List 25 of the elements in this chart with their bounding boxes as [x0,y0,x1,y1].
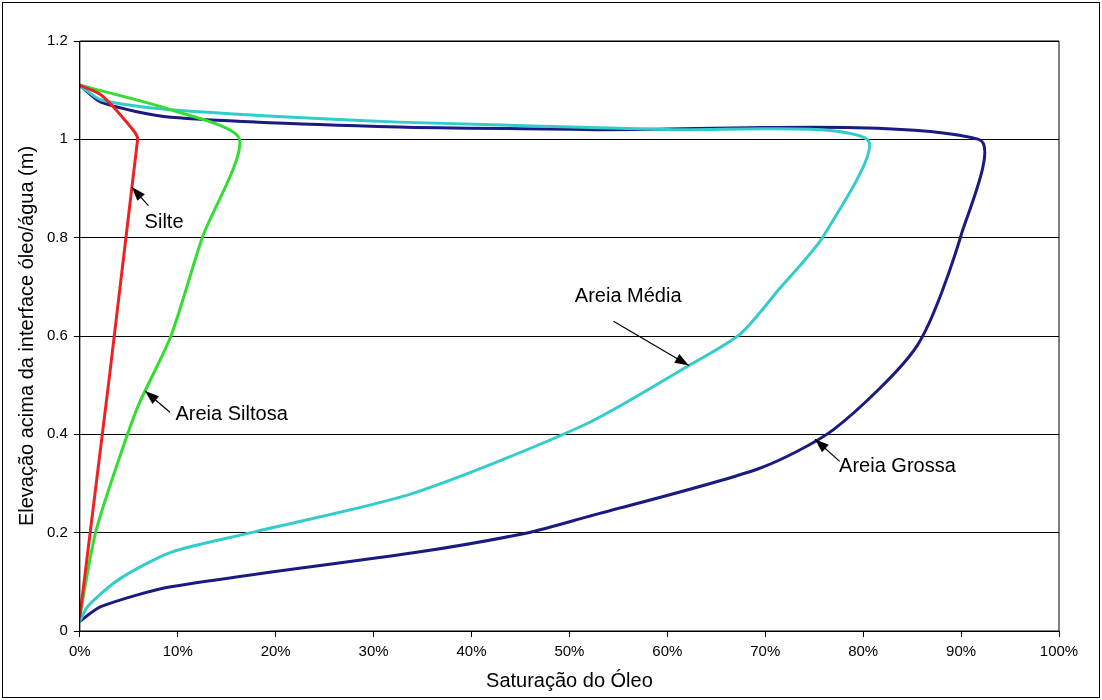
y-tick-label: 0 [59,621,68,639]
series-label: Areia Grossa [839,453,957,476]
x-tick-label: 70% [750,642,781,660]
x-tick-label: 90% [946,642,977,660]
x-axis-title: Saturação do Óleo [486,668,653,691]
x-tick-label: 30% [358,642,389,660]
x-tick-label: 40% [456,642,487,660]
y-tick-label: 0.6 [46,326,68,344]
x-tick-label: 20% [260,642,291,660]
series-label: Silte [144,210,184,233]
y-axis-title: Elevação acima da interface óleo/água (m) [14,145,37,527]
y-tick-label: 0.2 [46,522,68,540]
y-tick-label: 0.4 [46,424,68,442]
x-tick-label: 100% [1039,642,1079,660]
x-tick-label: 80% [848,642,879,660]
x-tick-label: 0% [69,642,91,660]
line-series [79,83,140,618]
x-tick-label: 50% [554,642,585,660]
y-tick-label: 1.2 [46,31,68,49]
y-tick-label: 0.8 [46,227,68,245]
x-tick-label: 10% [162,642,193,660]
x-tick-label: 60% [652,642,683,660]
y-tick-label: 1 [59,129,68,147]
text: Areia Média [574,284,683,307]
series-label: Areia Siltosa [175,402,289,425]
